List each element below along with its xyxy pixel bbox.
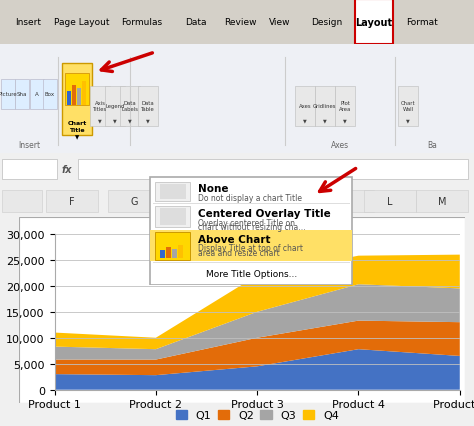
Text: Page Layout: Page Layout	[54, 18, 110, 27]
Text: ▼: ▼	[343, 118, 347, 123]
Text: ▼: ▼	[128, 118, 132, 123]
Bar	[150, 230, 352, 262]
Text: None: None	[198, 184, 229, 194]
Bar	[72, 86, 76, 106]
Bar	[165, 248, 171, 258]
Text: fx: fx	[62, 164, 73, 174]
Text: Display Title at top of chart: Display Title at top of chart	[198, 243, 303, 253]
Text: J: J	[305, 196, 308, 206]
Text: ▼: ▼	[113, 118, 117, 123]
Bar	[364, 190, 416, 212]
Text: H: H	[192, 196, 200, 206]
Bar	[155, 206, 190, 228]
Text: Insert: Insert	[18, 141, 40, 150]
Text: Data: Data	[185, 18, 207, 27]
Text: Chart
Wall: Chart Wall	[401, 101, 415, 112]
Text: View: View	[269, 18, 291, 27]
Text: ▼: ▼	[323, 118, 327, 123]
Bar	[62, 63, 92, 135]
Bar	[355, 0, 393, 45]
Bar	[82, 82, 86, 106]
Text: Layout: Layout	[356, 18, 392, 28]
Bar	[67, 92, 71, 106]
Text: Picture: Picture	[0, 92, 18, 97]
Text: ▼: ▼	[98, 118, 102, 123]
Bar	[335, 86, 355, 127]
FancyBboxPatch shape	[150, 177, 352, 285]
Bar	[155, 232, 190, 260]
Bar	[280, 190, 332, 212]
Text: Formulas: Formulas	[121, 18, 163, 27]
Text: chart without resizing cha…: chart without resizing cha…	[198, 223, 306, 232]
Bar	[172, 249, 177, 258]
Text: Axes: Axes	[331, 141, 349, 150]
Bar	[295, 86, 315, 127]
Text: More Title Options...: More Title Options...	[206, 269, 297, 278]
Bar	[120, 86, 140, 127]
Bar	[90, 86, 110, 127]
Text: Above Chart: Above Chart	[198, 235, 271, 245]
Bar	[315, 86, 335, 127]
Text: Data
Labels: Data Labels	[121, 101, 138, 112]
Text: M: M	[438, 196, 446, 206]
Text: Data
Table: Data Table	[141, 101, 155, 112]
Bar	[46, 190, 98, 212]
Bar	[30, 80, 44, 109]
Text: Legend: Legend	[105, 104, 125, 109]
Bar	[2, 159, 57, 179]
Text: Gridlines: Gridlines	[313, 104, 337, 109]
Bar	[65, 74, 89, 106]
Text: Overlay centered Title on: Overlay centered Title on	[198, 219, 295, 227]
Text: ▼: ▼	[146, 118, 150, 123]
Legend: Q1, Q2, Q3, Q4: Q1, Q2, Q3, Q4	[171, 406, 343, 425]
Bar	[77, 89, 81, 106]
Bar	[170, 190, 222, 212]
Bar	[398, 86, 418, 127]
Bar	[159, 208, 186, 226]
Bar	[178, 245, 183, 258]
Bar	[159, 250, 164, 258]
Text: Axes: Axes	[299, 104, 311, 109]
Text: ▼: ▼	[75, 135, 79, 140]
Text: Review: Review	[224, 18, 256, 27]
Bar	[108, 190, 160, 212]
Text: A: A	[35, 92, 39, 97]
Bar	[232, 190, 284, 212]
Text: G: G	[130, 196, 138, 206]
Bar	[159, 184, 186, 200]
Text: Axis
Titles: Axis Titles	[93, 101, 107, 112]
Text: K: K	[345, 196, 351, 206]
Text: ▼: ▼	[406, 118, 410, 123]
Bar	[155, 182, 190, 202]
Text: I: I	[256, 196, 259, 206]
Text: Plot
Area: Plot Area	[339, 101, 351, 112]
Bar	[322, 190, 374, 212]
Bar	[138, 86, 158, 127]
Text: Format: Format	[406, 18, 438, 27]
Text: Box: Box	[45, 92, 55, 97]
Text: Chart: Chart	[67, 121, 87, 126]
Bar	[105, 86, 125, 127]
Text: Do not display a chart Title: Do not display a chart Title	[198, 194, 302, 203]
Text: L: L	[387, 196, 393, 206]
Text: Sha: Sha	[17, 92, 27, 97]
Text: Ba: Ba	[427, 141, 437, 150]
Bar	[416, 190, 468, 212]
Bar	[43, 80, 57, 109]
Text: Centered Overlay Title: Centered Overlay Title	[198, 209, 331, 219]
Text: area and resize chart: area and resize chart	[198, 249, 280, 258]
Text: Design: Design	[311, 18, 343, 27]
Text: Insert: Insert	[15, 18, 41, 27]
Text: ▼: ▼	[303, 118, 307, 123]
Bar	[2, 190, 42, 212]
Bar	[15, 80, 29, 109]
Bar	[78, 159, 468, 179]
Text: Title: Title	[69, 128, 85, 133]
Text: F: F	[69, 196, 75, 206]
Bar	[1, 80, 15, 109]
